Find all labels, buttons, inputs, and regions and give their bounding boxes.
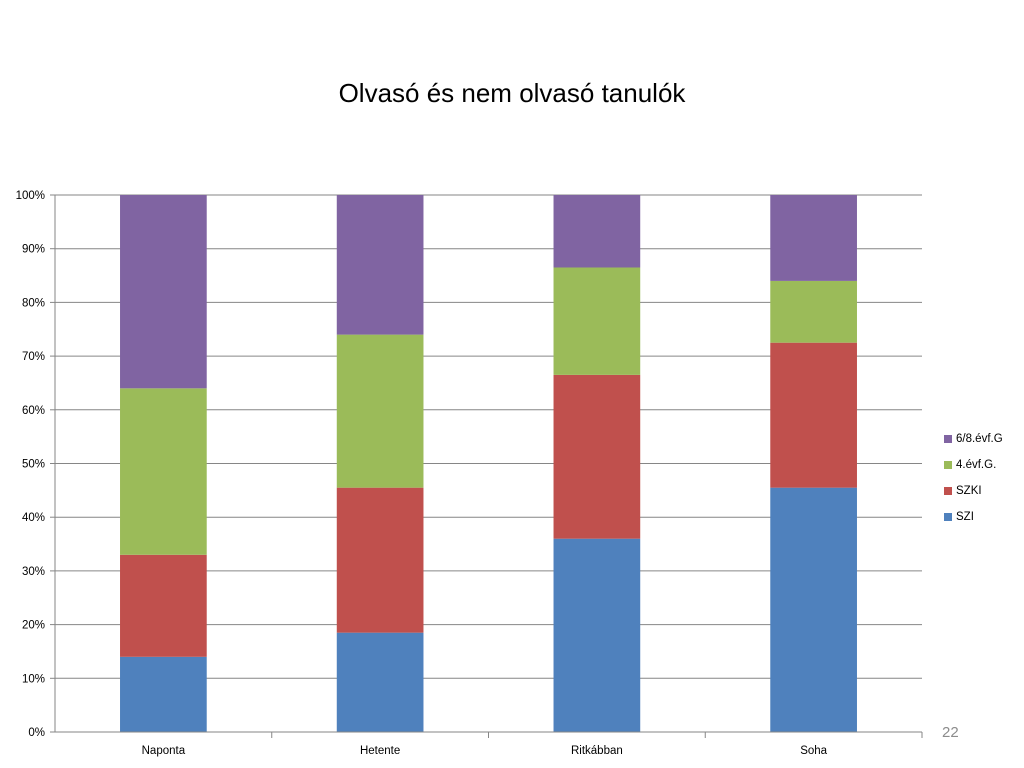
y-tick-labels: 0% 10% 20% 30% 40% 50% 60% 70% 80% 90% 100% <box>16 190 45 739</box>
y-tick-label: 50% <box>22 459 45 471</box>
legend-label: 4.évf.G. <box>956 459 997 471</box>
bar-segment-4-vf-g--hetente <box>336 334 424 488</box>
bar-segment-4-vf-g--ritkábban <box>553 267 641 375</box>
y-tick-label: 70% <box>22 351 45 363</box>
legend-swatch <box>944 435 952 443</box>
y-tick-label: 10% <box>22 673 45 685</box>
bar-segment-szki-hetente <box>336 487 424 633</box>
bar-segment-szi-soha <box>770 487 857 732</box>
y-tick-label: 60% <box>22 405 45 417</box>
legend-label: 6/8.évf.G <box>956 433 1003 445</box>
chart-title: Olvasó és nem olvasó tanulók <box>338 78 686 108</box>
legend-swatch <box>944 487 952 495</box>
x-tick-label: Soha <box>800 745 827 757</box>
bar-segment-szki-soha <box>770 342 857 488</box>
page-number: 22 <box>942 724 959 741</box>
legend-item: SZI <box>944 504 1022 530</box>
y-tick-label: 80% <box>22 297 45 309</box>
y-tick-label: 40% <box>22 512 45 524</box>
legend: 6/8.évf.G 4.évf.G. SZKI SZI <box>944 426 1022 530</box>
x-tick-label: Naponta <box>142 745 186 757</box>
legend-item: 4.évf.G. <box>944 452 1022 478</box>
y-tick-label: 0% <box>28 727 45 739</box>
y-tick-label: 30% <box>22 566 45 578</box>
bar-segment-szi-hetente <box>336 632 424 732</box>
bars <box>120 195 857 732</box>
bar-segment-6-8-vf-g-naponta <box>120 195 207 389</box>
bar-segment-6-8-vf-g-ritkábban <box>553 195 641 268</box>
legend-swatch <box>944 513 952 521</box>
legend-item: 6/8.évf.G <box>944 426 1022 452</box>
y-tick-label: 20% <box>22 620 45 632</box>
legend-item: SZKI <box>944 478 1022 504</box>
legend-label: SZKI <box>956 485 982 497</box>
bar-segment-szi-naponta <box>120 656 207 732</box>
bar-segment-6-8-vf-g-hetente <box>336 195 424 335</box>
legend-items: 6/8.évf.G 4.évf.G. SZKI SZI <box>944 426 1022 530</box>
bar-segment-6-8-vf-g-soha <box>770 195 857 281</box>
bar-segment-szi-ritkábban <box>553 538 641 732</box>
bar-segment-szki-ritkábban <box>553 374 641 539</box>
bar-segment-4-vf-g--naponta <box>120 388 207 555</box>
bar-segment-szki-naponta <box>120 554 207 657</box>
bar-segment-4-vf-g--soha <box>770 280 857 343</box>
legend-swatch <box>944 461 952 469</box>
y-tick-label: 90% <box>22 244 45 256</box>
x-tick-labels: Naponta Hetente Ritkábban Soha <box>142 745 828 757</box>
axes <box>50 194 923 738</box>
y-tick-label: 100% <box>16 190 45 202</box>
legend-label: SZI <box>956 511 974 523</box>
x-tick-label: Hetente <box>360 745 400 757</box>
x-tick-label: Ritkábban <box>571 745 623 757</box>
